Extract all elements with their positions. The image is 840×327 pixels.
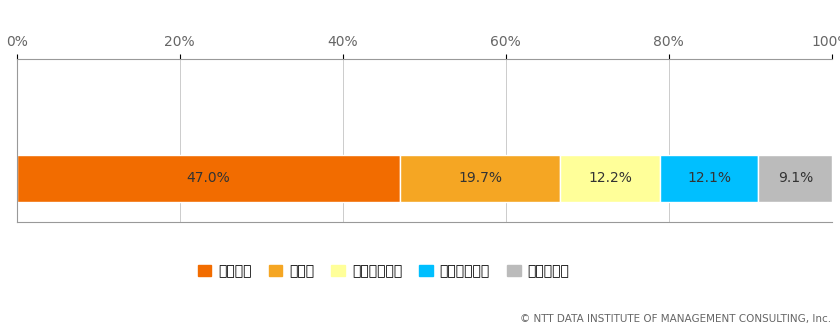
Text: 19.7%: 19.7% [458,171,502,185]
Text: 9.1%: 9.1% [778,171,813,185]
Text: © NTT DATA INSTITUTE OF MANAGEMENT CONSULTING, Inc.: © NTT DATA INSTITUTE OF MANAGEMENT CONSU… [521,314,832,324]
Bar [400,155,560,202]
Text: 12.1%: 12.1% [687,171,731,185]
Text: 47.0%: 47.0% [186,171,230,185]
Bar [17,155,400,202]
Text: 12.2%: 12.2% [588,171,632,185]
Bar [659,155,759,202]
Legend: 策定済み, 策定中, 策定予定あり, 策定予定なし, わからない: 策定済み, 策定中, 策定予定あり, 策定予定なし, わからない [192,259,575,284]
Bar [759,155,832,202]
Bar [560,155,659,202]
